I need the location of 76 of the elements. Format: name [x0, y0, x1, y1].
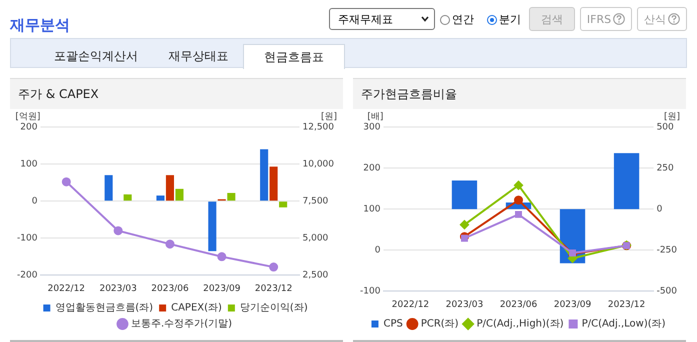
- x-tick-label: 2023/06: [151, 284, 189, 294]
- chart-title: 주가현금흐름비율: [353, 78, 686, 109]
- text: IFRS: [586, 12, 612, 26]
- bar: [156, 196, 165, 201]
- y2-tick-label: 0: [656, 204, 663, 214]
- x-tick-label: 2023/09: [203, 284, 241, 294]
- point: [460, 234, 468, 242]
- y-tick-label: -200: [16, 270, 38, 281]
- legend-label: PCR(좌): [420, 318, 459, 330]
- bar: [208, 202, 216, 252]
- y2-tick-label: 500: [656, 122, 674, 132]
- point: [460, 220, 469, 230]
- y2-tick-label: 12,500: [302, 122, 334, 132]
- bar: [124, 194, 132, 201]
- y-axis-title: [억원]: [15, 112, 40, 122]
- y2-axis-title: [원]: [320, 112, 337, 122]
- text: 주재무제표: [329, 8, 435, 30]
- legend-label: 당기순이익(좌): [240, 302, 308, 314]
- y-tick-label: 100: [363, 204, 381, 214]
- legend-label: P/C(Adj.,High)(좌): [476, 318, 564, 330]
- y2-tick-label: -500: [656, 286, 678, 297]
- y-tick-label: 100: [20, 159, 38, 170]
- text: 재무분석: [10, 16, 70, 35]
- bar: [260, 149, 268, 201]
- y-tick-label: -100: [360, 286, 381, 297]
- x-tick-label: 2023/03: [99, 284, 137, 294]
- x-tick-label: 2023/03: [446, 300, 484, 310]
- y2-tick-label: 250: [656, 163, 674, 174]
- point: [269, 262, 278, 272]
- bar: [614, 153, 640, 210]
- point: [165, 240, 174, 249]
- x-tick-label: 2022/12: [392, 300, 430, 310]
- y-tick-label: 200: [363, 163, 381, 174]
- text: 포괄손익계산서: [53, 48, 139, 65]
- bar: [270, 166, 278, 201]
- point: [114, 226, 123, 236]
- bar: [279, 202, 288, 208]
- y2-tick-label: -250: [656, 245, 678, 256]
- y-tick-label: 0: [32, 196, 38, 206]
- bar: [227, 192, 236, 201]
- y-tick-label: 200: [20, 122, 38, 132]
- bar: [166, 175, 174, 201]
- y2-tick-label: 7,500: [302, 196, 329, 206]
- text: 산식: [644, 12, 666, 26]
- legend-label: CAPEX(좌): [171, 302, 222, 314]
- x-tick-label: 2022/12: [48, 284, 86, 294]
- y2-axis-title: [원]: [664, 112, 680, 122]
- y2-tick-label: 2,500: [302, 270, 329, 281]
- y2-tick-label: 5,000: [302, 233, 329, 244]
- y-tick-label: -100: [16, 233, 38, 244]
- text: 분기: [499, 12, 521, 27]
- y-axis-title: [배]: [367, 112, 384, 122]
- legend-label: 영업활동현금흐름(좌): [55, 302, 154, 314]
- chart-title: 주가 & CAPEX: [10, 78, 343, 109]
- text: 재무상태표: [168, 48, 230, 65]
- y-tick-label: 0: [374, 245, 381, 256]
- x-tick-label: 2023/12: [254, 284, 292, 294]
- legend-label: P/C(Adj.,Low)(좌): [582, 318, 666, 330]
- x-tick-label: 2023/09: [554, 300, 592, 310]
- y-tick-label: 300: [363, 122, 381, 132]
- point: [515, 210, 522, 218]
- point: [514, 196, 523, 205]
- legend-label: 보통주.수정주가(기말): [131, 318, 232, 330]
- bar: [104, 175, 113, 201]
- x-tick-label: 2023/12: [608, 300, 646, 310]
- legend-label: CPS: [383, 318, 403, 330]
- y2-tick-label: 10,000: [302, 159, 334, 170]
- text: 현금흐름표: [243, 44, 345, 69]
- x-tick-label: 2023/06: [500, 300, 538, 310]
- bar: [175, 188, 184, 201]
- bar: [452, 180, 478, 210]
- point: [217, 252, 226, 262]
- text: 검색: [529, 7, 575, 31]
- text: 연간: [452, 12, 474, 27]
- point: [62, 177, 71, 186]
- point: [514, 180, 523, 190]
